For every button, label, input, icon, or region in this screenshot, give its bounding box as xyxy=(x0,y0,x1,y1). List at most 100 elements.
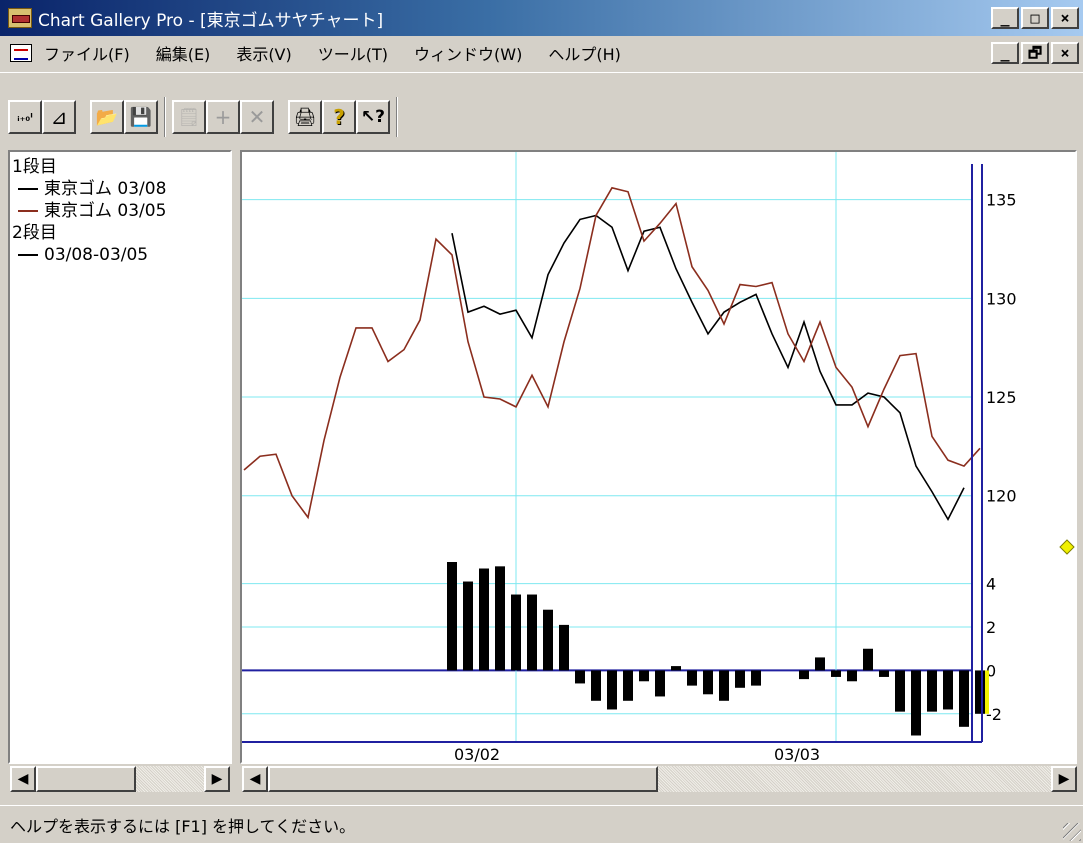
title-bar: Chart Gallery Pro - [東京ゴムサヤチャート] _ □ × xyxy=(0,0,1083,36)
bar xyxy=(735,670,745,688)
legend-label: 03/08-03/05 xyxy=(44,245,149,265)
chart-pane[interactable]: 120 125 130 135 -2 0 2 4 03/02 03/03 xyxy=(240,150,1077,764)
document-icon[interactable] xyxy=(10,44,32,62)
series-line-0305 xyxy=(243,186,981,520)
bar xyxy=(447,562,457,671)
legend-scrollbar[interactable]: ◀ ▶ xyxy=(10,766,230,792)
chart-type-icon: ᵢ₊₀ᴵ xyxy=(17,110,33,124)
bar xyxy=(495,566,505,671)
bar xyxy=(591,670,601,701)
legend-swatch-brown xyxy=(18,210,38,212)
delete-icon: ✕ xyxy=(248,105,266,129)
menu-edit[interactable]: 編集(E) xyxy=(155,45,211,64)
legend-label: 東京ゴム 03/08 xyxy=(44,179,167,199)
status-text: ヘルプを表示するには [F1] を押してください。 xyxy=(10,816,356,836)
open-folder-icon: 📂 xyxy=(95,106,119,128)
upper-tick-label: 135 xyxy=(986,191,1017,210)
menu-window[interactable]: ウィンドウ(W) xyxy=(414,45,523,64)
scroll-right-arrow[interactable]: ▶ xyxy=(204,766,230,792)
app-icon[interactable] xyxy=(8,8,32,28)
legend-label: 東京ゴム 03/05 xyxy=(44,201,167,221)
status-bar: ヘルプを表示するには [F1] を押してください。 xyxy=(0,805,1083,843)
chart-scrollbar[interactable]: ◀ ▶ xyxy=(242,766,1077,792)
bar xyxy=(575,670,585,684)
help-button[interactable]: ? xyxy=(322,100,356,134)
legend-pane[interactable]: 1段目 東京ゴム 03/08 東京ゴム 03/05 2段目 03/08-03/0… xyxy=(8,150,232,764)
toolbar: ᵢ₊₀ᴵ ⊿ 📂 💾 🗒 + ✕ 🖨 ? ↖? xyxy=(0,72,1083,150)
bar xyxy=(511,594,521,671)
lower-tick-label: 0 xyxy=(986,661,996,680)
bar xyxy=(815,657,825,671)
menu-view[interactable]: 表示(V) xyxy=(236,45,292,64)
legend-section-2: 2段目 xyxy=(12,223,57,243)
save-button[interactable]: 💾 xyxy=(124,100,158,134)
resize-grip[interactable] xyxy=(1063,823,1081,841)
bar xyxy=(463,581,473,671)
close-button[interactable]: × xyxy=(1051,7,1079,29)
bar xyxy=(671,666,681,671)
bar xyxy=(687,670,697,686)
bar xyxy=(479,568,489,671)
bar xyxy=(703,670,713,695)
bar xyxy=(911,670,921,736)
legend-swatch-black xyxy=(18,254,38,256)
x-tick-label: 03/03 xyxy=(774,745,820,762)
bar xyxy=(655,670,665,697)
bar xyxy=(559,624,569,671)
scroll-thumb[interactable] xyxy=(268,766,658,792)
bar xyxy=(607,670,617,710)
scroll-thumb[interactable] xyxy=(36,766,136,792)
menu-file[interactable]: ファイル(F) xyxy=(44,45,130,64)
step-chart-icon: ⊿ xyxy=(50,105,68,129)
step-chart-button[interactable]: ⊿ xyxy=(42,100,76,134)
doc-restore-button[interactable]: 🗗 xyxy=(1021,42,1049,64)
doc-close-button[interactable]: × xyxy=(1051,42,1079,64)
lower-tick-label: 2 xyxy=(986,618,996,637)
legend-item-series3[interactable]: 03/08-03/05 xyxy=(12,244,230,266)
legend-item-series2[interactable]: 東京ゴム 03/05 xyxy=(12,200,230,222)
upper-tick-label: 130 xyxy=(986,289,1017,308)
open-button[interactable]: 📂 xyxy=(90,100,124,134)
bar xyxy=(719,670,729,701)
menu-tools[interactable]: ツール(T) xyxy=(317,45,389,64)
bar xyxy=(863,648,873,671)
bar xyxy=(975,670,985,714)
bar xyxy=(623,670,633,701)
help-icon: ? xyxy=(333,105,345,129)
document-controls: _ 🗗 × xyxy=(991,42,1079,64)
bar xyxy=(927,670,937,712)
lower-tick-label: -2 xyxy=(986,705,1002,724)
chart[interactable]: 120 125 130 135 -2 0 2 4 03/02 03/03 xyxy=(242,152,1075,762)
scroll-right-arrow[interactable]: ▶ xyxy=(1051,766,1077,792)
properties-button[interactable]: 🗒 xyxy=(172,100,206,134)
bar xyxy=(879,670,889,677)
delete-button[interactable]: ✕ xyxy=(240,100,274,134)
print-button[interactable]: 🖨 xyxy=(288,100,322,134)
bar xyxy=(751,670,761,686)
bar xyxy=(895,670,905,712)
bar xyxy=(831,670,841,677)
scroll-left-arrow[interactable]: ◀ xyxy=(10,766,36,792)
bar xyxy=(543,609,553,671)
menu-help[interactable]: ヘルプ(H) xyxy=(548,45,621,64)
minimize-button[interactable]: _ xyxy=(991,7,1019,29)
add-button[interactable]: + xyxy=(206,100,240,134)
x-tick-label: 03/02 xyxy=(454,745,500,762)
lower-tick-label: 4 xyxy=(986,575,996,594)
diamond-marker xyxy=(1059,539,1075,555)
legend-item-series1[interactable]: 東京ゴム 03/08 xyxy=(12,178,230,200)
legend-swatch-black xyxy=(18,188,38,190)
upper-tick-label: 120 xyxy=(986,487,1017,506)
context-help-icon: ↖? xyxy=(360,107,386,127)
properties-icon: 🗒 xyxy=(177,106,201,128)
doc-minimize-button[interactable]: _ xyxy=(991,42,1019,64)
chart-type-button[interactable]: ᵢ₊₀ᴵ xyxy=(8,100,42,134)
toolbar-separator xyxy=(164,97,166,137)
menu-bar: ファイル(F) 編集(E) 表示(V) ツール(T) ウィンドウ(W) ヘルプ(… xyxy=(0,36,1083,70)
scroll-left-arrow[interactable]: ◀ xyxy=(242,766,268,792)
context-help-button[interactable]: ↖? xyxy=(356,100,390,134)
bar xyxy=(959,670,969,727)
maximize-button[interactable]: □ xyxy=(1021,7,1049,29)
bar xyxy=(799,670,809,680)
bar-highlight xyxy=(985,670,989,714)
